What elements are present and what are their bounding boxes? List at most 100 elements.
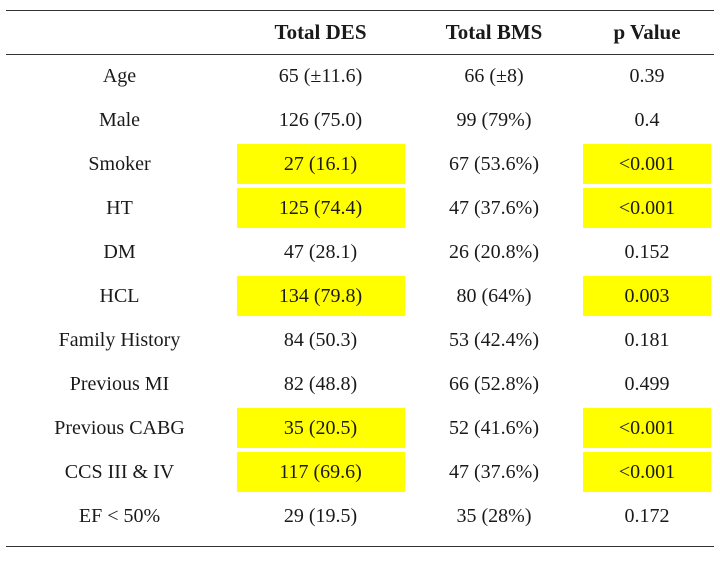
table-row: Previous MI 82 (48.8) 66 (52.8%) 0.499	[6, 362, 714, 406]
row-label: Previous CABG	[6, 406, 233, 450]
cell-total-des-text: 84 (50.3)	[283, 329, 358, 351]
cell-total-des: 29 (19.5)	[233, 494, 408, 538]
cell-p-value: 0.181	[580, 318, 714, 362]
cell-total-des-text: 47 (28.1)	[283, 241, 358, 263]
table-row: HCL 134 (79.8) 80 (64%) 0.003	[6, 274, 714, 318]
row-label: Previous MI	[6, 362, 233, 406]
row-label-text: DM	[103, 241, 136, 263]
table-row: Male 126 (75.0) 99 (79%) 0.4	[6, 98, 714, 142]
cell-total-des-text: 82 (48.8)	[283, 373, 358, 395]
cell-total-des-highlighted-text: 35 (20.5)	[236, 408, 405, 448]
cell-total-bms: 53 (42.4%)	[408, 318, 580, 362]
cell-total-des-highlighted-text: 27 (16.1)	[236, 144, 405, 184]
table-row: Smoker 27 (16.1) 67 (53.6%) <0.001	[6, 142, 714, 186]
row-label: EF < 50%	[6, 494, 233, 538]
cell-total-des: 65 (±11.6)	[233, 54, 408, 98]
cell-p-value-highlighted-text: <0.001	[583, 452, 711, 492]
row-label: Male	[6, 98, 233, 142]
cell-total-bms: 80 (64%)	[408, 274, 580, 318]
cell-total-bms-text: 99 (79%)	[456, 109, 532, 131]
cell-total-des: 117 (69.6)	[233, 450, 408, 494]
cell-total-des: 125 (74.4)	[233, 186, 408, 230]
cell-p-value-highlighted-text: <0.001	[583, 144, 711, 184]
table-row: HT 125 (74.4) 47 (37.6%) <0.001	[6, 186, 714, 230]
cell-total-bms: 47 (37.6%)	[408, 450, 580, 494]
table-header-rule	[6, 54, 714, 55]
cell-total-des-text: 126 (75.0)	[278, 109, 363, 131]
comparison-table: Total DES Total BMS p Value Age 65 (±11.6…	[6, 11, 714, 538]
cell-total-des-text: 29 (19.5)	[283, 505, 358, 527]
cell-p-value-highlighted-text: <0.001	[583, 408, 711, 448]
row-label-text: Age	[102, 65, 137, 87]
row-label-text: HCL	[99, 285, 140, 307]
cell-p-value: <0.001	[580, 406, 714, 450]
header-total-bms: Total BMS	[445, 20, 543, 44]
table-row: DM 47 (28.1) 26 (20.8%) 0.152	[6, 230, 714, 274]
table-row: CCS III & IV 117 (69.6) 47 (37.6%) <0.001	[6, 450, 714, 494]
cell-total-des-text: 65 (±11.6)	[278, 65, 363, 87]
cell-p-value-text: 0.152	[624, 241, 670, 263]
cell-p-value-text: 0.181	[624, 329, 670, 351]
header-label-column	[6, 11, 233, 54]
cell-p-value-text: 0.499	[624, 373, 670, 395]
table-row: EF < 50% 29 (19.5) 35 (28%) 0.172	[6, 494, 714, 538]
cell-p-value: <0.001	[580, 450, 714, 494]
row-label: Smoker	[6, 142, 233, 186]
cell-total-bms: 99 (79%)	[408, 98, 580, 142]
cell-total-bms-text: 66 (±8)	[464, 65, 524, 87]
cell-total-bms: 66 (52.8%)	[408, 362, 580, 406]
cell-total-des: 134 (79.8)	[233, 274, 408, 318]
row-label: HCL	[6, 274, 233, 318]
row-label-text: Male	[98, 109, 141, 131]
row-label-text: Previous CABG	[54, 417, 185, 439]
cell-total-bms: 26 (20.8%)	[408, 230, 580, 274]
cell-total-bms: 66 (±8)	[408, 54, 580, 98]
table-body: Age 65 (±11.6) 66 (±8) 0.39 Male 126 (75.0) 99…	[6, 54, 714, 538]
cell-p-value: 0.4	[580, 98, 714, 142]
cell-total-bms: 35 (28%)	[408, 494, 580, 538]
cell-total-bms: 47 (37.6%)	[408, 186, 580, 230]
table-row: Family History 84 (50.3) 53 (42.4%) 0.181	[6, 318, 714, 362]
cell-p-value-highlighted-text: 0.003	[583, 276, 711, 316]
row-label: DM	[6, 230, 233, 274]
row-label-text: CCS III & IV	[64, 461, 175, 483]
cell-total-bms-text: 35 (28%)	[456, 505, 532, 527]
cell-total-bms-text: 53 (42.4%)	[449, 329, 539, 351]
row-label: Family History	[6, 318, 233, 362]
cell-total-des-highlighted-text: 125 (74.4)	[236, 188, 405, 228]
cell-total-des: 84 (50.3)	[233, 318, 408, 362]
cell-total-des: 47 (28.1)	[233, 230, 408, 274]
table-header-row: Total DES Total BMS p Value	[6, 11, 714, 54]
cell-p-value: 0.172	[580, 494, 714, 538]
cell-p-value: 0.39	[580, 54, 714, 98]
cell-p-value-text: 0.172	[624, 505, 670, 527]
cell-p-value-text: 0.39	[629, 65, 665, 87]
cell-p-value: 0.499	[580, 362, 714, 406]
row-label-text: Previous MI	[69, 373, 170, 395]
cell-total-bms-text: 66 (52.8%)	[449, 373, 539, 395]
cell-total-des: 27 (16.1)	[233, 142, 408, 186]
row-label-text: Family History	[58, 329, 181, 351]
cell-p-value: <0.001	[580, 142, 714, 186]
table-row: Age 65 (±11.6) 66 (±8) 0.39	[6, 54, 714, 98]
cell-p-value: 0.152	[580, 230, 714, 274]
row-label-text: HT	[106, 197, 133, 219]
header-p-value: p Value	[613, 20, 681, 44]
cell-p-value: 0.003	[580, 274, 714, 318]
row-label: CCS III & IV	[6, 450, 233, 494]
row-label-text: EF < 50%	[78, 505, 161, 527]
cell-total-bms-text: 52 (41.6%)	[449, 417, 539, 439]
header-total-des: Total DES	[274, 20, 367, 44]
cell-p-value-highlighted-text: <0.001	[583, 188, 711, 228]
cell-total-des-highlighted-text: 134 (79.8)	[236, 276, 405, 316]
cell-total-bms-text: 47 (37.6%)	[449, 461, 539, 483]
row-label: Age	[6, 54, 233, 98]
table-top-rule	[6, 10, 714, 11]
row-label-text: Smoker	[88, 153, 151, 175]
cell-total-bms-text: 47 (37.6%)	[449, 197, 539, 219]
cell-total-des-highlighted-text: 117 (69.6)	[236, 452, 405, 492]
cell-total-bms-text: 67 (53.6%)	[449, 153, 539, 175]
cell-total-des: 82 (48.8)	[233, 362, 408, 406]
table-row: Previous CABG 35 (20.5) 52 (41.6%) <0.001	[6, 406, 714, 450]
